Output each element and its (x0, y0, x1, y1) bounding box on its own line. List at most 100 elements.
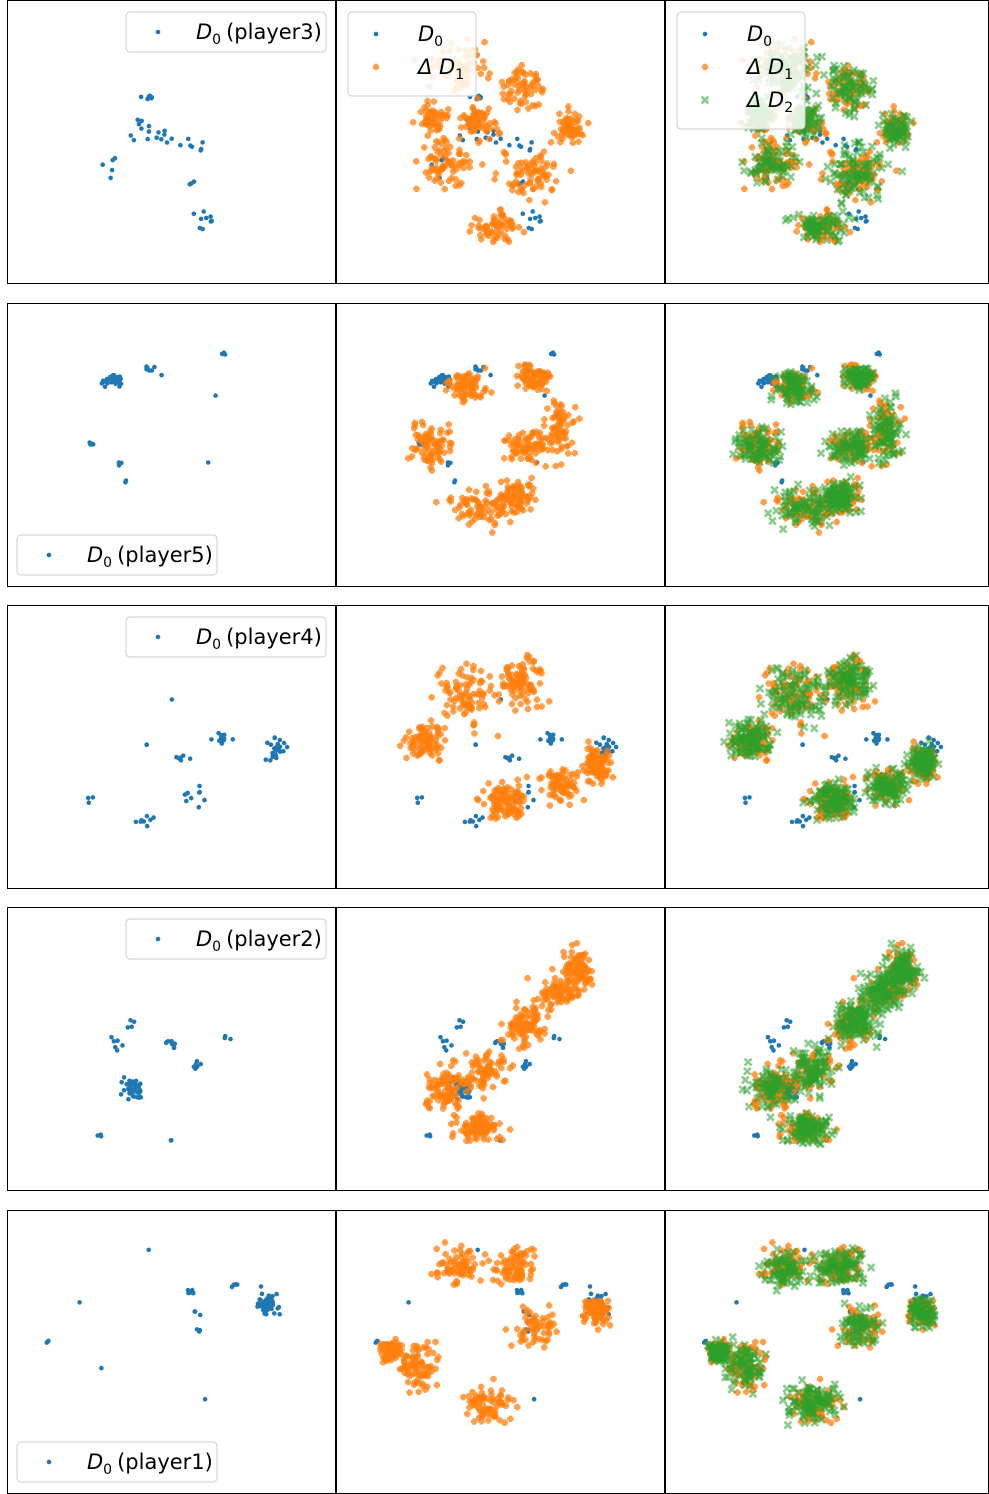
d0-point (221, 737, 227, 743)
d0-point (526, 225, 532, 231)
d0-point (113, 375, 118, 381)
delta-d2-point (823, 162, 832, 172)
delta-d1-point (436, 117, 444, 124)
delta-d1-point (514, 776, 521, 783)
legend-marker-d0 (373, 31, 379, 37)
delta-d1-point (556, 110, 563, 117)
d0-point (200, 140, 205, 145)
d0-point (216, 730, 221, 736)
legend-label-subscript: 0 (103, 555, 112, 571)
d0-point (110, 157, 115, 163)
delta-d1-point (441, 147, 448, 154)
d0-point (448, 460, 453, 466)
d0-point (800, 823, 806, 829)
delta-d1-point (478, 236, 485, 243)
d0-point (518, 144, 524, 150)
d0-point (503, 754, 508, 760)
d0-point (263, 757, 269, 762)
delta-d1-point (526, 196, 533, 204)
delta-d1-point (538, 703, 545, 710)
d0-point (135, 117, 140, 123)
delta-d1-point (772, 421, 780, 428)
delta-d1-point (498, 673, 506, 680)
d0-point (281, 740, 287, 746)
delta-d1-point (893, 167, 900, 174)
delta-d1-point (748, 144, 756, 151)
d0-point (146, 129, 152, 134)
d0-point (274, 755, 279, 761)
delta-d1-point (565, 124, 572, 131)
d0-point (273, 746, 278, 751)
delta-d1-point (410, 119, 417, 126)
delta-d1-point (471, 730, 478, 737)
d0-point (139, 118, 144, 124)
delta-d1-point (474, 115, 482, 122)
delta-d1-point (403, 754, 410, 762)
delta-d2-point (811, 61, 820, 70)
d0-point (138, 819, 144, 824)
delta-d1-point (546, 802, 553, 809)
delta-d1-point (502, 151, 509, 158)
d0-point (559, 737, 565, 742)
delta-d1-point (480, 58, 487, 65)
d0-point (108, 175, 113, 181)
delta-d2-point (874, 120, 884, 130)
delta-d1-point (504, 95, 512, 103)
delta-d1-point (476, 137, 483, 144)
delta-d1-point (566, 131, 573, 138)
legend-label-d0: D0 (418, 22, 443, 50)
d0-point (531, 797, 536, 803)
d0-point (272, 735, 278, 741)
d0-point (148, 817, 153, 823)
d0-point (852, 790, 857, 795)
delta-d1-point (533, 76, 540, 83)
d0-point (86, 800, 92, 805)
d0-point (613, 744, 619, 750)
delta-d1-point (566, 801, 573, 808)
d0-point (473, 823, 479, 829)
d0-point (414, 795, 420, 801)
delta-d1-point (437, 179, 445, 186)
delta-d1-point (527, 506, 534, 513)
delta-d1-point (876, 129, 884, 137)
delta-d1-point (413, 158, 420, 165)
delta-d1-point (572, 404, 579, 411)
delta-d2-point (883, 160, 893, 169)
d0-point (277, 744, 283, 750)
delta-d2-point (768, 516, 777, 526)
delta-d1-point (551, 129, 558, 137)
delta-d1-point (544, 405, 551, 412)
legend-marker-d0 (155, 29, 161, 35)
d0-point (800, 813, 806, 819)
delta-d1-point (490, 236, 498, 243)
delta-d1-point (513, 170, 521, 177)
delta-d1-point (833, 518, 840, 526)
d0-point (281, 748, 286, 754)
d0-point (184, 798, 189, 804)
delta-d1-point (421, 144, 428, 151)
panel-r1-c3: D0Δ D1Δ D2 (665, 0, 989, 284)
delta-d1-point (571, 450, 578, 457)
delta-d1-point (480, 64, 488, 71)
d0-point (473, 364, 478, 369)
delta-d1-point (823, 206, 831, 213)
delta-d1-point (521, 87, 528, 95)
delta-d1-point (476, 216, 483, 224)
d0-point (268, 742, 274, 747)
d0-point (815, 372, 820, 378)
d0-point (123, 478, 129, 483)
d0-point (104, 378, 110, 384)
delta-d1-point (509, 224, 516, 232)
delta-d1-point (538, 157, 545, 165)
d0-point (856, 209, 861, 214)
delta-d1-point (527, 169, 535, 176)
delta-d1-point (435, 166, 442, 174)
delta-d1-point (512, 707, 519, 714)
d0-point (527, 216, 533, 222)
d0-point (119, 460, 124, 466)
d0-point (156, 130, 161, 135)
legend-marker-d0 (155, 634, 161, 640)
delta-d1-point (488, 389, 495, 396)
delta-d2-point (885, 143, 895, 153)
d0-point (146, 123, 152, 129)
